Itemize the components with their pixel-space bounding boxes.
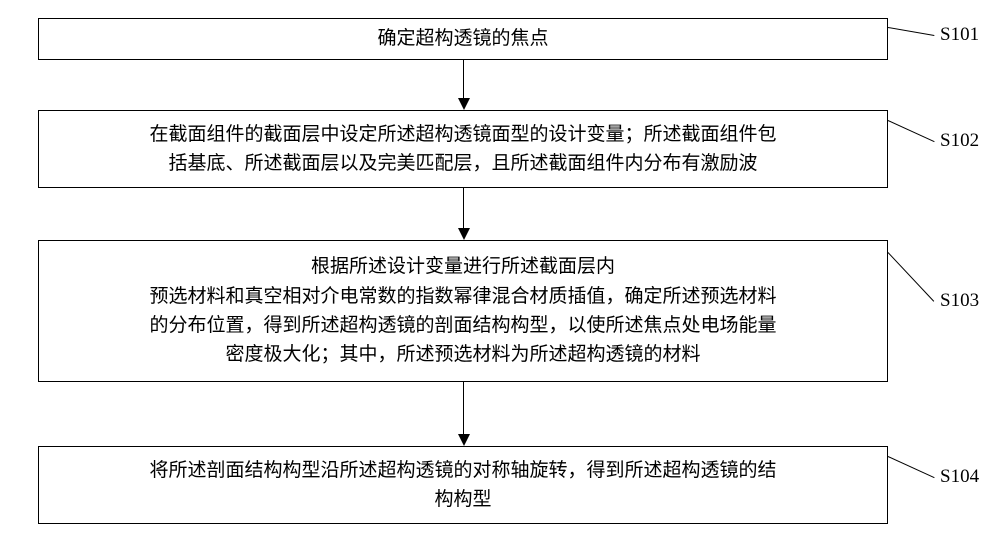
step-label-s102: S102 <box>940 130 979 152</box>
arrow-line-0 <box>463 60 464 98</box>
label-connector-s101 <box>888 27 934 36</box>
arrow-head-2 <box>458 434 470 446</box>
step-box-s103: 根据所述设计变量进行所述截面层内 预选材料和真空相对介电常数的指数幂律混合材质插… <box>38 240 888 382</box>
step-text-s103: 根据所述设计变量进行所述截面层内 预选材料和真空相对介电常数的指数幂律混合材质插… <box>149 252 776 370</box>
arrow-line-2 <box>463 382 464 434</box>
step-text-s101: 确定超构透镜的焦点 <box>377 24 548 53</box>
step-label-s103: S103 <box>940 290 979 312</box>
step-box-s104: 将所述剖面结构构型沿所述超构透镜的对称轴旋转，得到所述超构透镜的结 构构型 <box>38 446 888 524</box>
label-connector-s103 <box>888 252 935 302</box>
step-label-s104: S104 <box>940 466 979 488</box>
step-box-s101: 确定超构透镜的焦点 <box>38 18 888 60</box>
arrow-line-1 <box>463 188 464 228</box>
label-connector-s104 <box>888 456 934 478</box>
arrow-head-0 <box>458 98 470 110</box>
step-text-s104: 将所述剖面结构构型沿所述超构透镜的对称轴旋转，得到所述超构透镜的结 构构型 <box>149 456 776 515</box>
step-label-s101: S101 <box>940 24 979 46</box>
flowchart-canvas: 确定超构透镜的焦点 S101 在截面组件的截面层中设定所述超构透镜面型的设计变量；所… <box>0 0 1000 555</box>
arrow-head-1 <box>458 228 470 240</box>
step-box-s102: 在截面组件的截面层中设定所述超构透镜面型的设计变量；所述截面组件包 括基底、所述… <box>38 110 888 188</box>
step-text-s102: 在截面组件的截面层中设定所述超构透镜面型的设计变量；所述截面组件包 括基底、所述… <box>149 120 776 179</box>
label-connector-s102 <box>888 120 934 142</box>
